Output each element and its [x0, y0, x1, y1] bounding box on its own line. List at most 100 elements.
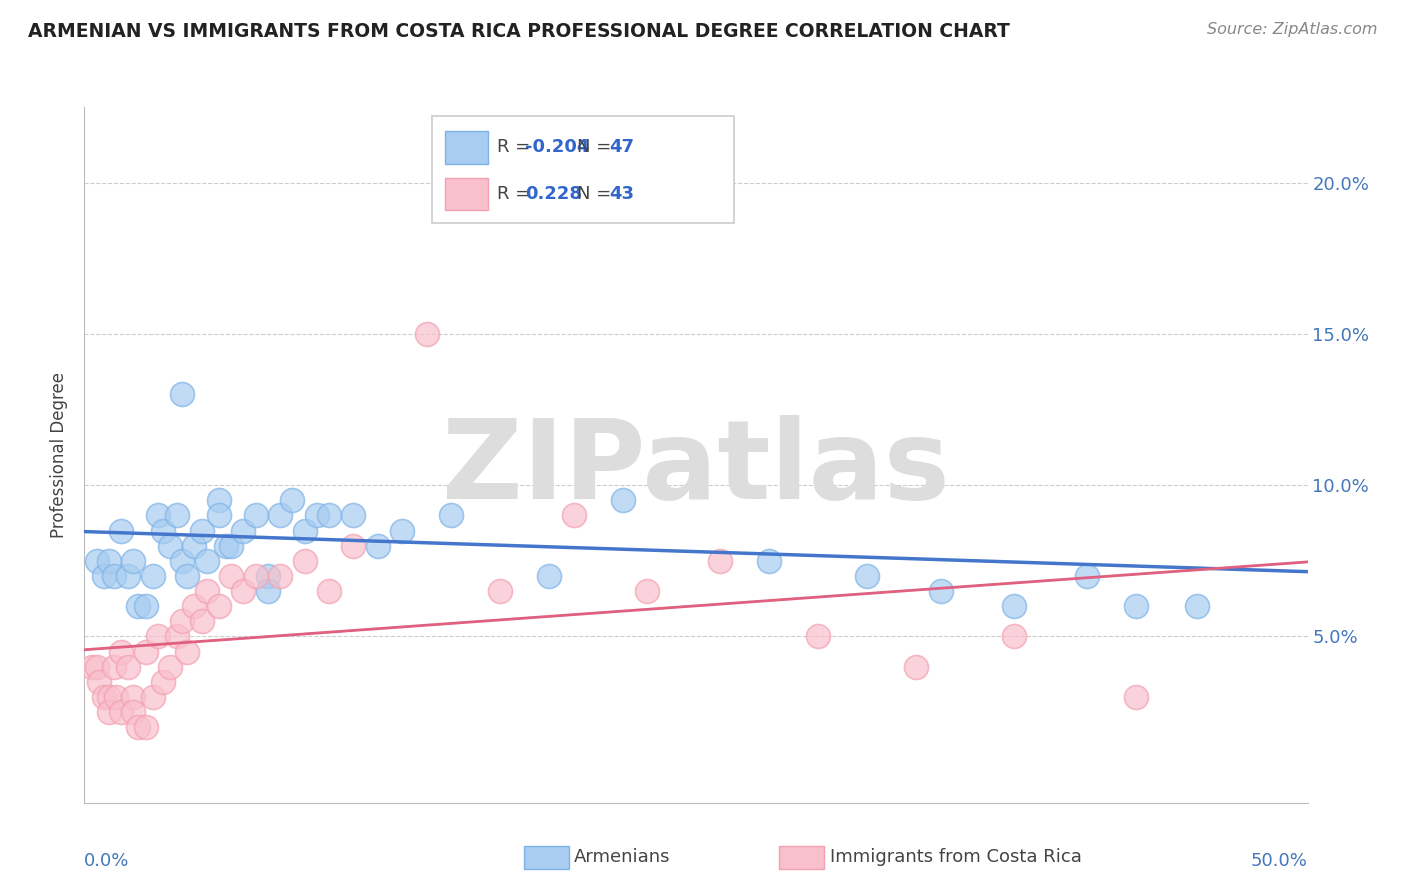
- Point: [489, 584, 512, 599]
- Point: [127, 599, 149, 614]
- Point: [538, 569, 561, 583]
- Point: [562, 508, 585, 523]
- Point: [135, 720, 157, 734]
- Point: [219, 539, 242, 553]
- Point: [117, 569, 139, 583]
- Point: [93, 690, 115, 704]
- Text: 47: 47: [609, 138, 634, 156]
- Point: [318, 508, 340, 523]
- Point: [709, 554, 731, 568]
- Point: [97, 554, 120, 568]
- Point: [166, 629, 188, 643]
- Point: [416, 326, 439, 341]
- Point: [142, 690, 165, 704]
- Point: [1002, 629, 1025, 643]
- Point: [1076, 569, 1098, 583]
- Text: 0.228: 0.228: [526, 185, 582, 203]
- Point: [807, 629, 830, 643]
- Point: [208, 599, 231, 614]
- Text: ZIPatlas: ZIPatlas: [441, 416, 950, 523]
- Text: Armenians: Armenians: [574, 848, 671, 866]
- Point: [195, 584, 218, 599]
- Point: [294, 524, 316, 538]
- Point: [245, 508, 267, 523]
- Point: [86, 554, 108, 568]
- Point: [110, 524, 132, 538]
- Point: [93, 569, 115, 583]
- Point: [612, 493, 634, 508]
- Point: [232, 524, 254, 538]
- Point: [122, 690, 145, 704]
- Point: [122, 554, 145, 568]
- Point: [135, 599, 157, 614]
- Point: [152, 524, 174, 538]
- Point: [342, 539, 364, 553]
- Point: [758, 554, 780, 568]
- Text: 0.0%: 0.0%: [84, 852, 129, 870]
- Text: N =: N =: [576, 138, 617, 156]
- Point: [166, 508, 188, 523]
- Text: ARMENIAN VS IMMIGRANTS FROM COSTA RICA PROFESSIONAL DEGREE CORRELATION CHART: ARMENIAN VS IMMIGRANTS FROM COSTA RICA P…: [28, 22, 1010, 41]
- Point: [176, 569, 198, 583]
- Point: [489, 191, 512, 205]
- Point: [183, 539, 205, 553]
- Y-axis label: Professional Degree: Professional Degree: [51, 372, 69, 538]
- Point: [367, 539, 389, 553]
- Point: [269, 569, 291, 583]
- Point: [257, 584, 280, 599]
- Text: Source: ZipAtlas.com: Source: ZipAtlas.com: [1208, 22, 1378, 37]
- Point: [110, 705, 132, 719]
- Point: [318, 584, 340, 599]
- Point: [305, 508, 328, 523]
- Text: -0.204: -0.204: [526, 138, 589, 156]
- Point: [1187, 599, 1209, 614]
- Point: [232, 584, 254, 599]
- Point: [103, 659, 125, 673]
- Point: [159, 659, 181, 673]
- Point: [87, 674, 110, 689]
- Point: [208, 493, 231, 508]
- Point: [294, 554, 316, 568]
- Point: [172, 554, 194, 568]
- Point: [117, 659, 139, 673]
- Point: [191, 615, 214, 629]
- Text: N =: N =: [576, 185, 617, 203]
- Point: [636, 584, 658, 599]
- Text: 43: 43: [609, 185, 634, 203]
- Point: [97, 690, 120, 704]
- Point: [195, 554, 218, 568]
- Point: [146, 508, 169, 523]
- Point: [191, 524, 214, 538]
- Point: [905, 659, 928, 673]
- Point: [219, 569, 242, 583]
- Text: Immigrants from Costa Rica: Immigrants from Costa Rica: [830, 848, 1081, 866]
- Text: 50.0%: 50.0%: [1251, 852, 1308, 870]
- Text: R =: R =: [496, 185, 541, 203]
- Point: [86, 659, 108, 673]
- Point: [391, 524, 413, 538]
- Point: [172, 387, 194, 401]
- Point: [257, 569, 280, 583]
- Point: [152, 674, 174, 689]
- Point: [122, 705, 145, 719]
- Point: [176, 644, 198, 658]
- Point: [172, 615, 194, 629]
- Point: [97, 705, 120, 719]
- Point: [80, 659, 103, 673]
- Point: [1002, 599, 1025, 614]
- Point: [245, 569, 267, 583]
- Point: [105, 690, 128, 704]
- Point: [215, 539, 238, 553]
- Point: [1125, 690, 1147, 704]
- Point: [142, 569, 165, 583]
- Point: [1125, 599, 1147, 614]
- Point: [135, 644, 157, 658]
- Point: [183, 599, 205, 614]
- Point: [929, 584, 952, 599]
- Point: [146, 629, 169, 643]
- Point: [342, 508, 364, 523]
- Text: R =: R =: [496, 138, 536, 156]
- Point: [159, 539, 181, 553]
- Point: [269, 508, 291, 523]
- Point: [103, 569, 125, 583]
